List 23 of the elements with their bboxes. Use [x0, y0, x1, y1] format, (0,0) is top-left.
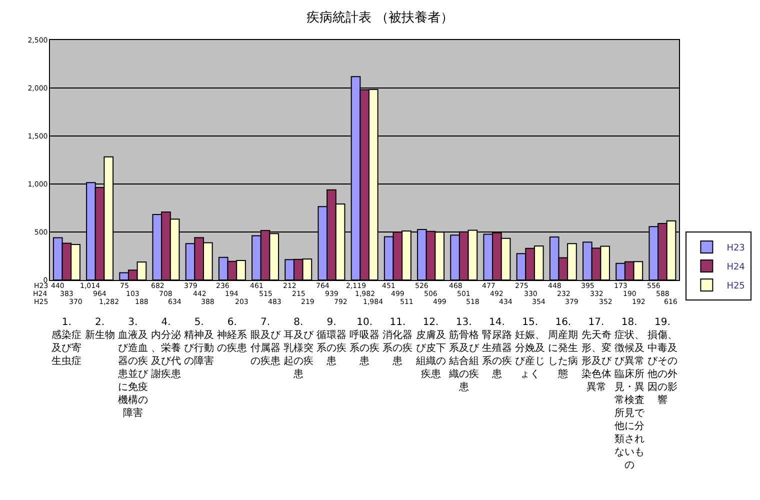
chart-title: 疾病統計表 （被扶養者）	[306, 10, 454, 26]
x-tick-label: 11.消化器系の疾患	[382, 317, 413, 367]
x-tick-label: 1.感染症及び寄生虫症	[52, 317, 82, 367]
x-tick-label: 12.皮膚及び皮下組織の疾患	[414, 317, 446, 380]
x-tick-label: 2.新生物	[84, 317, 115, 341]
x-tick-label: 16.周産期に発生した病態	[548, 317, 578, 380]
x-tick-label: 19.損傷、中毒及びその他の外因の影響	[647, 317, 678, 406]
x-tick-label: 17.先天奇形、変形及び染色体異常	[581, 317, 612, 393]
x-tick-label: 5.精神及び行動の障害	[184, 317, 214, 367]
x-tick-label: 9.循環器系の疾患	[316, 317, 346, 367]
legend-label: H24	[726, 262, 746, 273]
legend-label: H25	[726, 282, 745, 292]
x-tick-label: 3.血液及び造血器の疾患並びに免疫機構の障害	[116, 317, 149, 419]
x-tick-label: 14.腎尿路生殖器系の疾患	[482, 317, 512, 380]
legend-label: H23	[726, 244, 745, 254]
x-tick-label: 8.耳及び乳様突起の疾患	[283, 317, 314, 380]
x-tick-label: 15.妊娠、分娩及び産じょく	[515, 317, 546, 380]
x-tick-label: 6.神経系の疾患	[217, 317, 248, 354]
x-tick-label: 13.筋骨格系及び結合組織の疾患	[448, 317, 480, 393]
x-tick-label: 7.眼及び付属器の疾患	[250, 317, 282, 367]
category-label: 18.症状、徴候及び異常臨床所見・異常検査所見で他に分類されないもの	[614, 317, 644, 471]
x-tick-label: 10.呼吸器系の疾患	[350, 317, 380, 367]
x-tick-label: 4.内分泌、栄養及び代謝疾患	[150, 317, 181, 380]
